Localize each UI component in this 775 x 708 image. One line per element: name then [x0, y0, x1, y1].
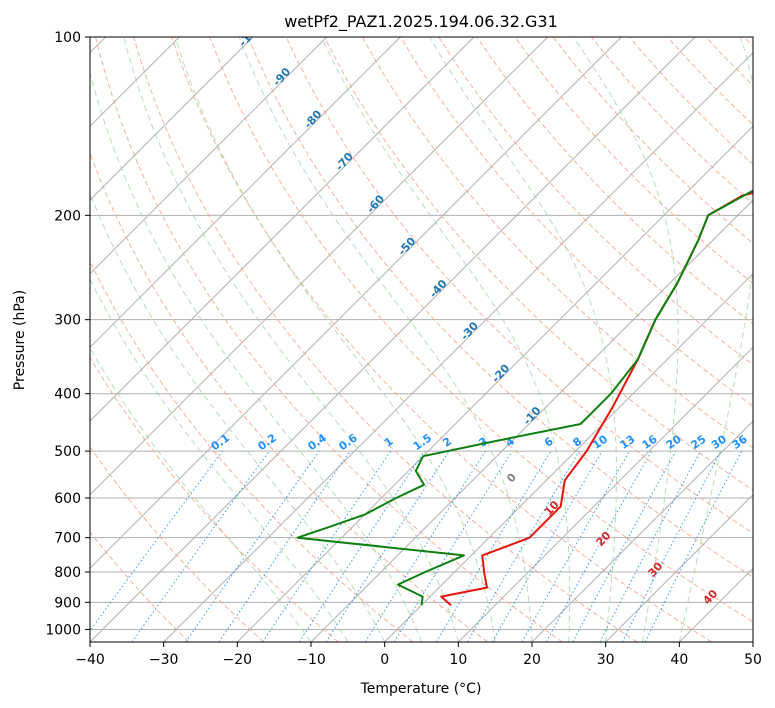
isotherm-line: [90, 37, 254, 201]
mixing-ratio-line: [435, 450, 552, 642]
y-tick-label: 600: [54, 491, 81, 507]
mixing-ratio-line: [545, 450, 653, 642]
mixing-ratio-line: [185, 450, 320, 642]
mixing-ratio-line: [131, 450, 270, 642]
isotherm-line: [457, 346, 753, 642]
dry-adiabat-line: [476, 37, 753, 325]
isotherm-line: [90, 37, 622, 570]
y-tick-label: 200: [54, 208, 81, 224]
x-tick-label: 40: [670, 652, 688, 668]
moist-adiabat-line: [429, 37, 617, 642]
mixing-ratio-line: [90, 450, 223, 632]
isotherm-line: [752, 641, 753, 642]
mixing-ratio-line: [393, 450, 513, 642]
isotherm-line: [384, 272, 753, 642]
dry-adiabat-line: [209, 37, 753, 623]
dry-adiabat-line: [90, 356, 339, 642]
isotherm-line: [531, 420, 753, 642]
mixing-ratio-line: [491, 450, 603, 642]
dry-adiabat-line: [90, 260, 414, 642]
chart-title: wetPf2_PAZ1.2025.194.06.32.G31: [284, 12, 558, 32]
y-tick-label: 800: [54, 565, 81, 581]
isotherm-line: [90, 37, 328, 275]
dry-adiabat-line: [438, 37, 753, 366]
plot-background: [90, 37, 753, 642]
dry-adiabat-line: [90, 151, 488, 642]
x-tick-label: 10: [449, 652, 467, 668]
dry-adiabat-line: [95, 37, 563, 642]
mixing-ratio-line: [467, 450, 580, 642]
dewpoint-profile: [296, 189, 753, 606]
dry-adiabat-line: [400, 37, 753, 407]
dry-adiabat-line: [362, 37, 753, 449]
y-tick-label: 500: [54, 444, 81, 460]
isotherm-line: [163, 51, 753, 642]
x-tick-label: 30: [597, 652, 615, 668]
moist-adiabat-line: [320, 37, 571, 642]
mixing-ratio-line: [364, 450, 486, 642]
isotherm-line: [90, 37, 475, 422]
background-lines: [90, 37, 753, 642]
moist-adiabat-line: [678, 37, 753, 642]
y-tick-label: 100: [54, 30, 81, 46]
x-tick-label: 50: [744, 652, 762, 668]
y-tick-label: 700: [54, 531, 81, 547]
dry-adiabat-line: [171, 37, 712, 642]
y-tick-label: 300: [54, 313, 81, 329]
moist-adiabat-line: [90, 70, 422, 642]
dry-adiabat-line: [552, 37, 753, 245]
x-tick-label: 20: [523, 652, 541, 668]
y-tick-label: 400: [54, 387, 81, 403]
isotherm-line: [605, 493, 753, 642]
x-tick-label: −40: [75, 652, 105, 668]
x-tick-label: 0: [380, 652, 389, 668]
dry-adiabat-line: [590, 37, 753, 205]
dry-adiabat-line: [133, 37, 638, 642]
mixing-ratio-line: [572, 450, 677, 642]
dry-adiabat-line: [285, 37, 753, 534]
isotherm-line: [90, 37, 401, 349]
moist-adiabat-line: [90, 347, 312, 642]
x-axis: −40 −30 −20 −10 0 10 20 30 40 50: [75, 642, 762, 668]
x-axis-label: Temperature (°C): [360, 681, 482, 697]
plot-frame: [89, 36, 754, 643]
x-tick-label: −30: [149, 652, 179, 668]
mixing-ratio-line: [521, 450, 630, 642]
y-tick-label: 1000: [45, 622, 81, 638]
dry-adiabat-line: [323, 37, 753, 491]
dry-adiabat-line: [90, 531, 190, 642]
profiles: [296, 189, 753, 606]
moist-adiabat-line: [238, 37, 533, 642]
dry-adiabat-line: [247, 37, 753, 578]
moist-adiabat-line: [90, 192, 386, 642]
isotherm-line: [90, 37, 696, 642]
x-tick-label: −20: [223, 652, 253, 668]
y-tick-label: 900: [54, 595, 81, 611]
moist-adiabat-line: [90, 278, 349, 642]
moist-adiabat-line: [174, 37, 496, 642]
mixing-ratio-line: [218, 450, 351, 642]
isotherm-line: [90, 37, 549, 496]
moist-adiabat-line: [573, 37, 679, 642]
y-axis: 100 200 300 400 500 600 700 800 900 1000: [45, 30, 90, 638]
x-tick-label: −10: [296, 652, 326, 668]
y-axis-label: Pressure (hPa): [12, 290, 28, 390]
